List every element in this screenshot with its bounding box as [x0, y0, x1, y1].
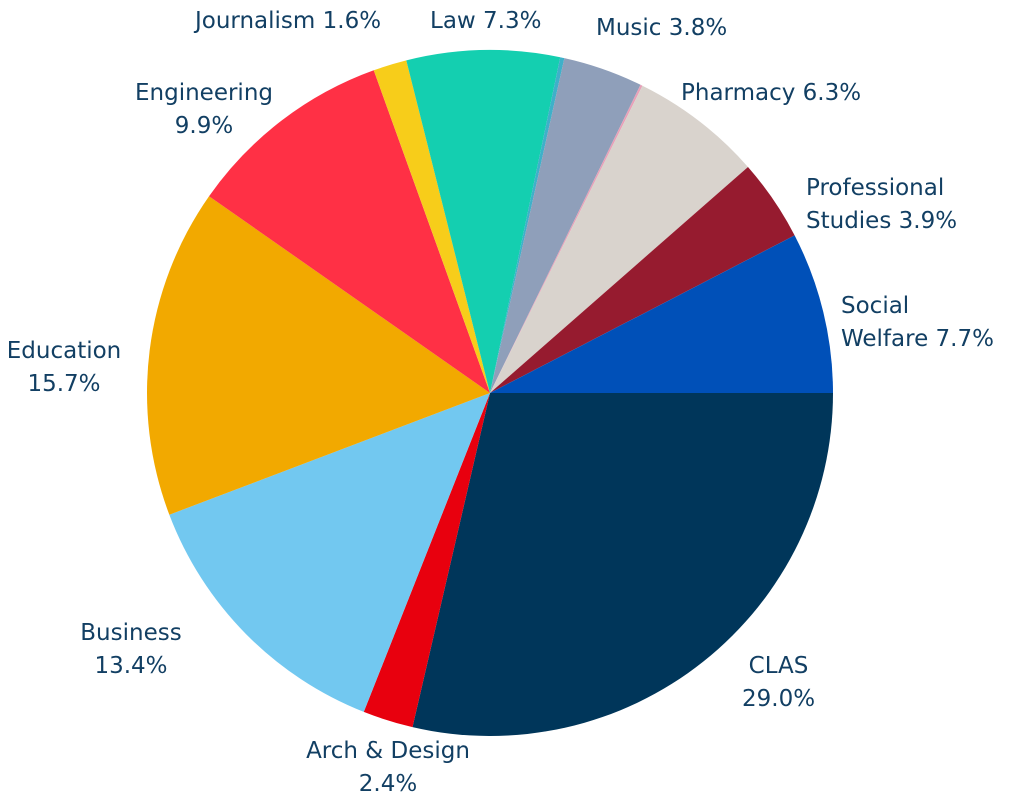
slice-label-line: Studies 3.9% [806, 208, 958, 234]
slice-label-journalism: Journalism 1.6% [195, 5, 381, 38]
pie-slice-business [169, 393, 490, 712]
slice-label-social-welfare: Social Welfare 7.7% [841, 290, 994, 356]
pie-slice-clas [412, 393, 833, 736]
slice-label-line: Professional [806, 175, 945, 201]
slice-label-business: Business 13.4% [80, 617, 181, 683]
slice-label-clas: CLAS 29.0% [742, 650, 815, 716]
slice-label-education: Education 15.7% [7, 335, 122, 401]
slice-label-professional-studies: Professional Studies 3.9% [806, 172, 957, 238]
slice-label-line: 13.4% [94, 653, 168, 679]
slice-label-line: 9.9% [174, 113, 234, 139]
pie-slice-engineering [209, 70, 490, 393]
pie-slice-professional-studies [490, 166, 795, 393]
slice-label-line: Pharmacy 6.3% [681, 80, 862, 106]
slice-label-line: Business [80, 620, 182, 646]
pie-slice-unlabeled [490, 57, 565, 394]
slice-label-pharmacy: Pharmacy 6.3% [681, 77, 861, 110]
pie-slice-law [406, 49, 561, 393]
slice-label-line: Social [841, 293, 910, 319]
pie-slice-journalism [373, 60, 490, 393]
pie-slice-pharmacy [490, 85, 748, 393]
slice-label-line: Journalism 1.6% [195, 8, 382, 34]
slice-label-arch-design: Arch & Design 2.4% [306, 735, 470, 801]
slice-label-line: 15.7% [27, 371, 101, 397]
pie-slice-education [146, 196, 490, 515]
slice-label-line: Music 3.8% [596, 15, 728, 41]
slice-label-line: 29.0% [742, 686, 816, 712]
slice-label-law: Law 7.3% [430, 5, 541, 38]
slice-label-line: Welfare 7.7% [841, 326, 994, 352]
slice-label-line: Engineering [135, 80, 273, 106]
slice-label-line: Law 7.3% [430, 8, 542, 34]
pie-slice-unlabeled [490, 84, 643, 394]
slice-label-line: 2.4% [358, 771, 418, 797]
slice-label-music: Music 3.8% [596, 12, 727, 45]
pie-slice-music [490, 58, 641, 394]
slice-label-engineering: Engineering 9.9% [135, 77, 273, 143]
slice-label-line: Education [6, 338, 122, 364]
pie-slice-arch-design [363, 393, 490, 728]
pie-slice-social-welfare [490, 235, 833, 393]
slice-label-line: CLAS [748, 653, 809, 679]
slice-label-line: Arch & Design [306, 738, 470, 764]
